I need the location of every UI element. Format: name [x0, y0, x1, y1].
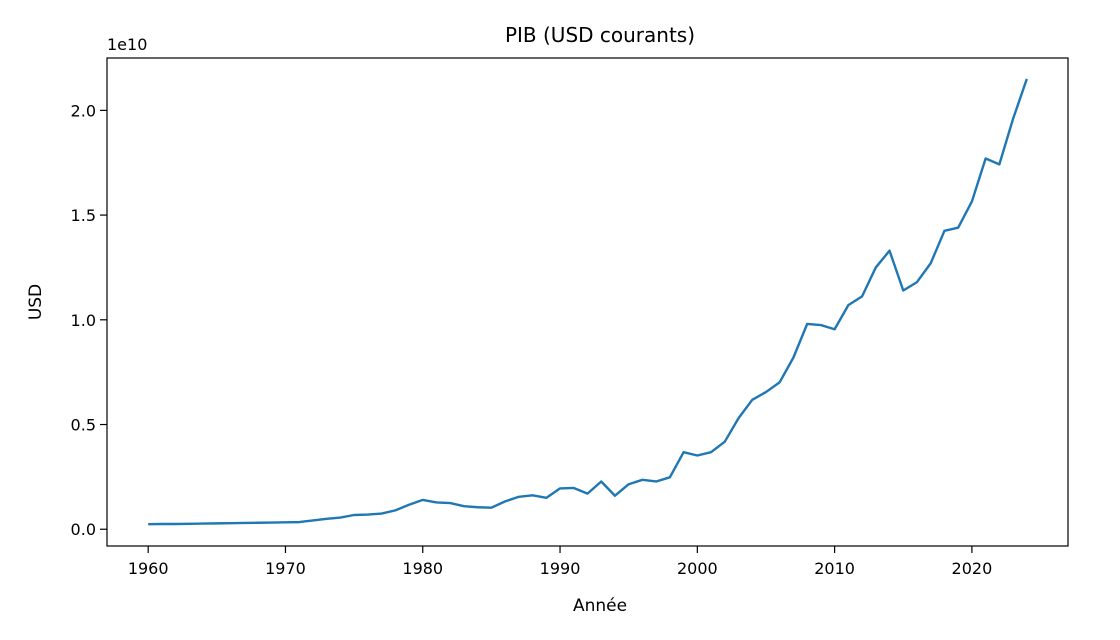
y-tick-label: 0.0: [71, 520, 96, 539]
y-tick-label: 2.0: [71, 101, 96, 120]
x-axis: 1960 1970 1980 1990 2000 2010 2020: [128, 546, 992, 578]
y-offset-label: 1e10: [107, 35, 147, 54]
x-tick-label: 2010: [814, 559, 855, 578]
plot-frame: [106, 57, 1069, 547]
y-axis-label: USD: [26, 284, 46, 320]
x-tick-label: 1960: [128, 559, 169, 578]
y-tick-label: 1.0: [71, 311, 96, 330]
x-tick-label: 2000: [677, 559, 718, 578]
y-tick-label: 0.5: [71, 416, 96, 435]
x-tick-label: 1970: [265, 559, 306, 578]
x-tick-label: 2020: [952, 559, 993, 578]
series-line: [148, 78, 1028, 526]
x-tick-label: 1980: [402, 559, 443, 578]
x-tick-label: 1990: [540, 559, 581, 578]
y-axis: 0.0 0.5 1.0 1.5 2.0: [71, 101, 107, 539]
y-tick-label: 1.5: [71, 206, 96, 225]
x-axis-label: Année: [573, 596, 627, 616]
chart-title: PIB (USD courants): [505, 23, 695, 47]
